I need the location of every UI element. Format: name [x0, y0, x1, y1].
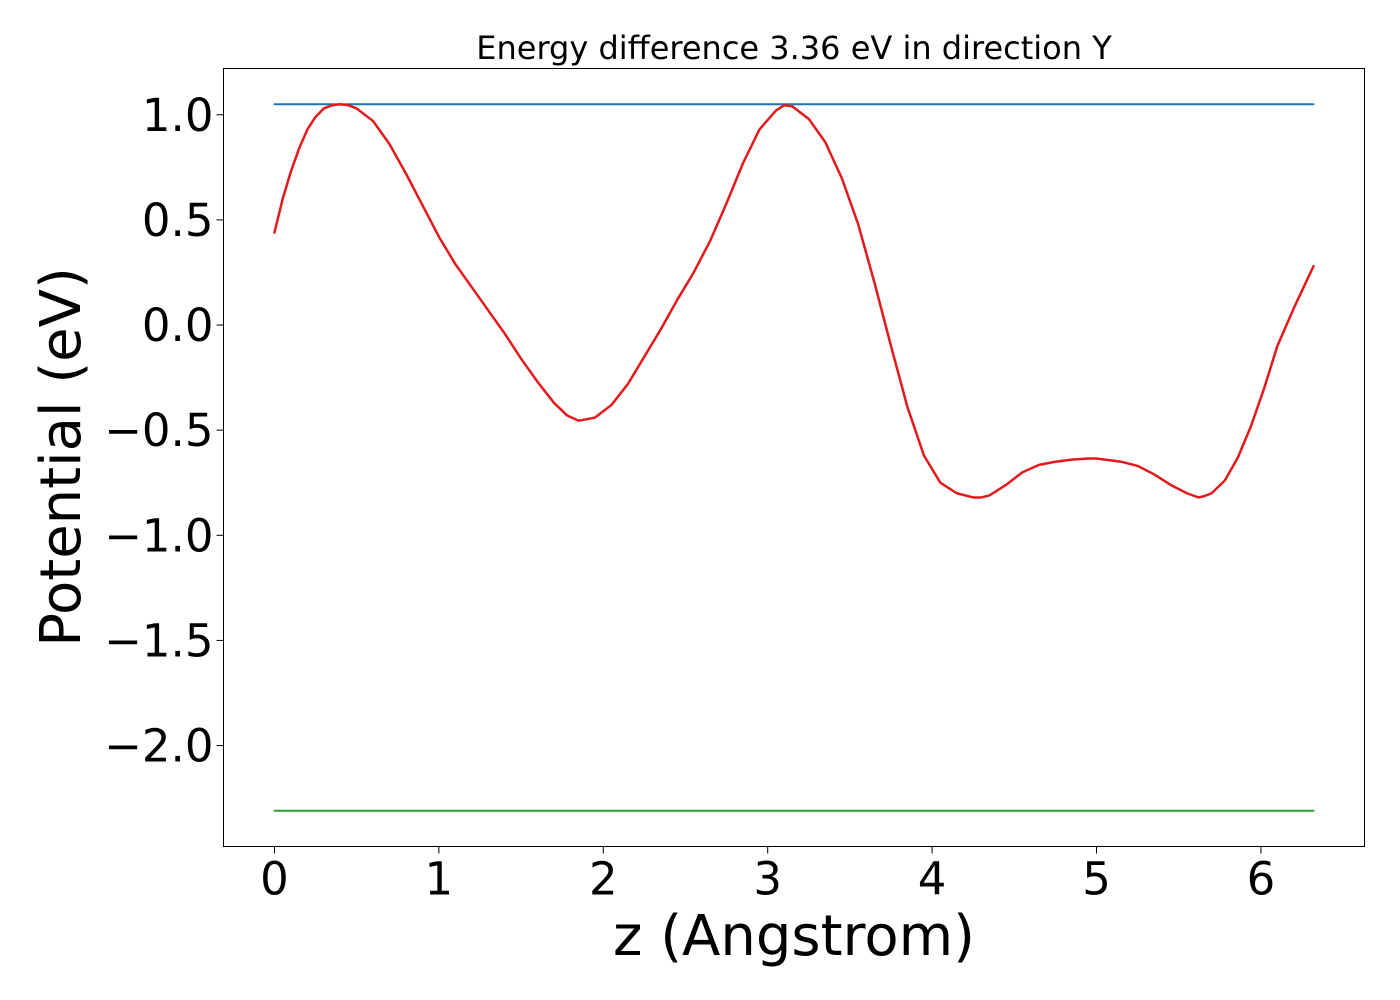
plot-lines — [273, 103, 1315, 812]
y-tick-label: −1.0 — [104, 509, 213, 562]
y-axis-label: Potential (eV) — [29, 267, 94, 647]
potential-curve — [273, 103, 1315, 499]
x-axis-label: z (Angstrom) — [613, 904, 975, 969]
y-tick-label: −0.5 — [104, 404, 213, 457]
y-tick-label: 0.0 — [142, 299, 214, 352]
chart-title: Energy difference 3.36 eV in direction Y — [476, 29, 1112, 67]
y-axis: 1.0 0.5 0.0 −0.5 −1.0 −1.5 −2.0 — [104, 89, 224, 773]
plot-frame — [223, 68, 1365, 847]
x-tick-label: 4 — [918, 853, 947, 906]
y-tick-label: 1.0 — [142, 89, 214, 142]
y-tick-label: −2.0 — [104, 720, 213, 773]
y-tick-label: −1.5 — [104, 614, 213, 667]
x-axis: 0 1 2 3 4 5 6 — [260, 846, 1276, 906]
x-tick-label: 2 — [589, 853, 618, 906]
x-tick-label: 3 — [753, 853, 782, 906]
x-tick-label: 6 — [1247, 853, 1276, 906]
x-tick-label: 5 — [1082, 853, 1111, 906]
y-tick-label: 0.5 — [142, 194, 214, 247]
x-tick-label: 0 — [260, 853, 289, 906]
x-tick-label: 1 — [425, 853, 454, 906]
